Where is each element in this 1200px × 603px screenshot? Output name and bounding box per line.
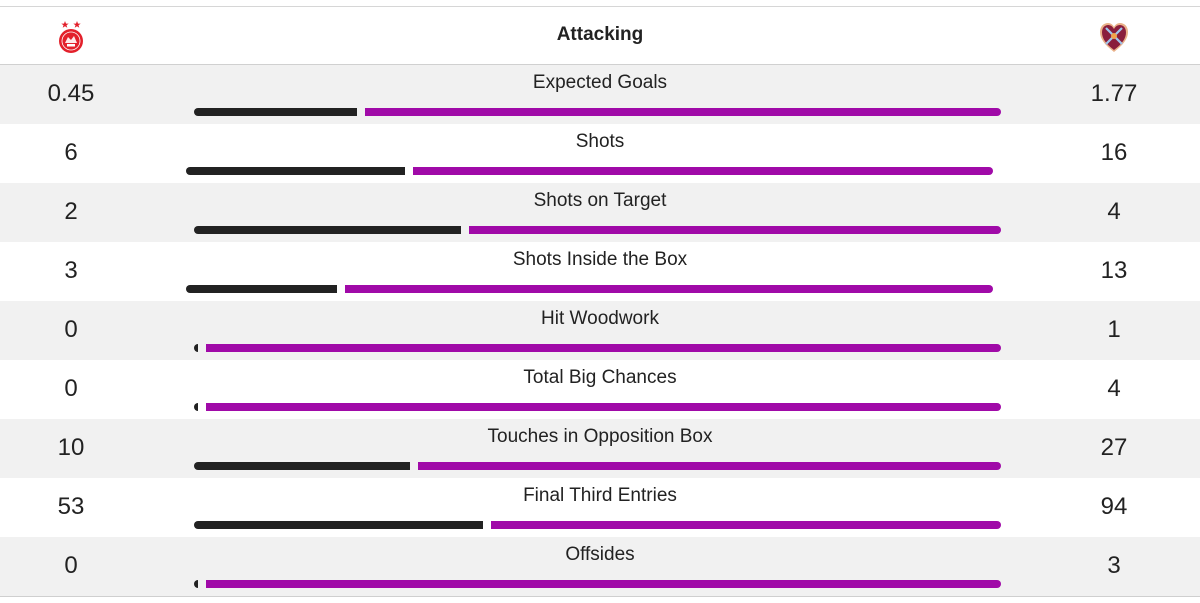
home-value: 0.45 bbox=[47, 80, 95, 107]
away-bar bbox=[206, 580, 1001, 588]
home-bar bbox=[194, 521, 483, 529]
away-bar bbox=[418, 462, 1001, 470]
away-bar bbox=[206, 403, 1001, 411]
stat-label: Offsides bbox=[565, 544, 635, 565]
home-value: 3 bbox=[64, 257, 78, 284]
stat-row: 3 Shots Inside the Box 13 bbox=[0, 242, 1200, 301]
stat-label: Shots on Target bbox=[533, 190, 667, 211]
home-bar bbox=[194, 108, 357, 116]
away-value: 13 bbox=[1100, 257, 1128, 284]
section-header: Attacking bbox=[0, 7, 1200, 65]
stat-label: Shots Inside the Box bbox=[512, 249, 688, 270]
home-value: 0 bbox=[64, 375, 78, 402]
away-value: 4 bbox=[1107, 375, 1121, 402]
home-bar bbox=[194, 344, 198, 352]
away-value: 4 bbox=[1107, 198, 1121, 225]
away-value: 1 bbox=[1107, 316, 1121, 343]
home-bar bbox=[194, 226, 461, 234]
home-value: 0 bbox=[64, 316, 78, 343]
home-bar bbox=[186, 285, 337, 293]
stat-label: Expected Goals bbox=[532, 72, 668, 93]
home-bar bbox=[194, 403, 198, 411]
home-value: 2 bbox=[64, 198, 78, 225]
stat-row: 0 Offsides 3 bbox=[0, 537, 1200, 596]
hearts-crest-icon bbox=[1100, 23, 1128, 52]
away-bar bbox=[206, 344, 1001, 352]
home-bar bbox=[194, 462, 410, 470]
stat-label: Final Third Entries bbox=[523, 485, 677, 506]
stat-label: Touches in Opposition Box bbox=[487, 426, 713, 447]
stat-row: 2 Shots on Target 4 bbox=[0, 183, 1200, 242]
away-bar bbox=[413, 167, 993, 175]
section-title: Attacking bbox=[556, 24, 644, 45]
away-bar bbox=[491, 521, 1001, 529]
stat-row: 53 Final Third Entries 94 bbox=[0, 478, 1200, 537]
stat-row: 0.45 Expected Goals 1.77 bbox=[0, 65, 1200, 124]
top-divider bbox=[0, 6, 1200, 7]
home-value: 6 bbox=[64, 139, 78, 166]
home-bar bbox=[186, 167, 405, 175]
stat-row: 0 Hit Woodwork 1 bbox=[0, 301, 1200, 360]
away-bar bbox=[469, 226, 1001, 234]
away-bar bbox=[345, 285, 993, 293]
away-bar bbox=[365, 108, 1001, 116]
away-value: 27 bbox=[1100, 434, 1128, 461]
stat-row: 6 Shots 16 bbox=[0, 124, 1200, 183]
stats-list: 0.45 Expected Goals 1.77 6 Shots 16 2 Shots on … bbox=[0, 65, 1200, 596]
away-value: 1.77 bbox=[1090, 80, 1138, 107]
home-value: 0 bbox=[64, 552, 78, 579]
stat-row: 10 Touches in Opposition Box 27 bbox=[0, 419, 1200, 478]
stat-label: Shots bbox=[575, 131, 625, 152]
away-value: 16 bbox=[1100, 139, 1128, 166]
stat-row: 0 Total Big Chances 4 bbox=[0, 360, 1200, 419]
away-value: 3 bbox=[1107, 552, 1121, 579]
home-value: 53 bbox=[57, 493, 85, 520]
home-value: 10 bbox=[57, 434, 85, 461]
away-value: 94 bbox=[1100, 493, 1128, 520]
stat-label: Hit Woodwork bbox=[541, 308, 659, 329]
home-bar bbox=[194, 580, 198, 588]
bottom-divider bbox=[0, 596, 1200, 597]
aberdeen-crest-icon bbox=[59, 21, 83, 53]
stat-label: Total Big Chances bbox=[523, 367, 677, 388]
